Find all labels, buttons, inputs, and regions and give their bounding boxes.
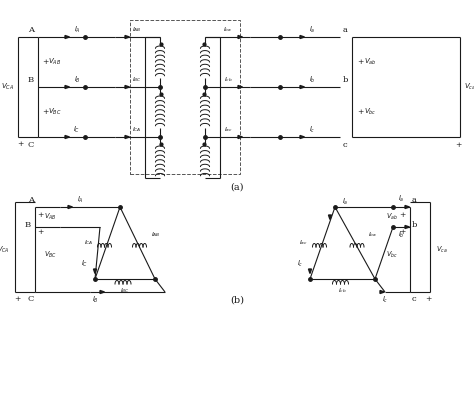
Text: $I_{ba}$: $I_{ba}$: [224, 26, 233, 35]
Text: $I_C$: $I_C$: [73, 125, 81, 135]
Text: $I_c$: $I_c$: [309, 125, 315, 135]
Text: $I_A$: $I_A$: [77, 195, 83, 205]
Text: A: A: [28, 26, 34, 34]
Text: $V_{BC}$: $V_{BC}$: [44, 249, 56, 260]
Text: b: b: [342, 76, 348, 84]
Polygon shape: [100, 290, 104, 293]
Text: $V_{AB}$: $V_{AB}$: [48, 57, 62, 67]
Text: $I_a$: $I_a$: [398, 194, 404, 204]
Text: B: B: [25, 221, 31, 229]
Text: $I_B$: $I_B$: [91, 295, 99, 305]
Text: B: B: [28, 76, 34, 84]
Text: $I_B$: $I_B$: [73, 75, 81, 85]
Text: $I_C$: $I_C$: [82, 259, 89, 269]
Polygon shape: [65, 35, 70, 38]
Text: $V_{ab}$: $V_{ab}$: [364, 57, 376, 67]
Text: +: +: [357, 108, 363, 116]
Text: +: +: [425, 295, 431, 303]
Text: c: c: [343, 141, 347, 149]
Text: $V_{CA}$: $V_{CA}$: [0, 244, 9, 255]
Text: +: +: [357, 58, 363, 66]
Text: +: +: [17, 140, 23, 148]
Text: $V_{AB}$: $V_{AB}$: [44, 212, 56, 222]
Text: $I_{BC}$: $I_{BC}$: [132, 75, 142, 84]
Polygon shape: [405, 225, 410, 229]
Polygon shape: [65, 136, 70, 138]
Polygon shape: [300, 86, 304, 89]
Text: $I_b$: $I_b$: [309, 75, 315, 85]
Text: (a): (a): [230, 183, 244, 192]
Polygon shape: [300, 136, 304, 138]
Text: $I_{cb}$: $I_{cb}$: [338, 287, 347, 295]
Polygon shape: [125, 86, 129, 89]
Text: +: +: [14, 295, 20, 303]
Bar: [130, 20, 240, 174]
Polygon shape: [380, 290, 384, 293]
Text: a: a: [343, 26, 347, 34]
Text: $I_A$: $I_A$: [73, 25, 81, 35]
Text: +: +: [37, 228, 43, 236]
Text: A: A: [28, 196, 34, 204]
Polygon shape: [405, 206, 410, 208]
Text: $I_b$: $I_b$: [398, 230, 404, 240]
Polygon shape: [65, 86, 70, 89]
Text: $I_{ac}$: $I_{ac}$: [224, 126, 232, 134]
Text: $I_{CA}$: $I_{CA}$: [132, 126, 142, 134]
Text: $I_a$: $I_a$: [342, 197, 348, 207]
Polygon shape: [309, 269, 311, 274]
Polygon shape: [328, 215, 331, 220]
Text: C: C: [28, 295, 34, 303]
Polygon shape: [238, 35, 243, 38]
Text: c: c: [412, 295, 416, 303]
Text: $I_c$: $I_c$: [382, 295, 388, 305]
Text: $I_{AB}$: $I_{AB}$: [151, 231, 160, 239]
Text: $I_{ba}$: $I_{ba}$: [368, 231, 377, 239]
Text: a: a: [411, 196, 417, 204]
Polygon shape: [238, 136, 243, 138]
Polygon shape: [125, 136, 129, 138]
Polygon shape: [68, 206, 73, 208]
Text: $I_{AB}$: $I_{AB}$: [132, 26, 142, 35]
Polygon shape: [300, 35, 304, 38]
Text: $I_a$: $I_a$: [309, 25, 315, 35]
Text: $V_{CA}$: $V_{CA}$: [1, 82, 15, 92]
Text: +: +: [399, 211, 405, 219]
Text: C: C: [27, 141, 34, 149]
Text: b: b: [411, 221, 417, 229]
Polygon shape: [125, 35, 129, 38]
Polygon shape: [238, 86, 243, 89]
Text: $V_{BC}$: $V_{BC}$: [48, 107, 62, 117]
Text: +: +: [42, 108, 48, 116]
Text: +: +: [399, 228, 405, 236]
Text: $I_c$: $I_c$: [297, 259, 303, 269]
Text: $V_{ca}$: $V_{ca}$: [464, 82, 474, 92]
Text: (b): (b): [230, 295, 244, 304]
Text: $I_{cb}$: $I_{cb}$: [224, 75, 232, 84]
Text: +: +: [455, 141, 461, 149]
Text: $V_{bc}$: $V_{bc}$: [386, 249, 398, 260]
Text: +: +: [42, 58, 48, 66]
Text: $V_{ab}$: $V_{ab}$: [386, 212, 398, 222]
Text: $I_{ac}$: $I_{ac}$: [299, 239, 308, 248]
Text: +: +: [37, 211, 43, 219]
Text: $I_{CA}$: $I_{CA}$: [84, 239, 93, 248]
Text: $V_{ca}$: $V_{ca}$: [436, 244, 448, 255]
Polygon shape: [93, 269, 97, 274]
Text: $V_{bc}$: $V_{bc}$: [364, 107, 376, 117]
Text: $I_{BC}$: $I_{BC}$: [120, 287, 130, 295]
